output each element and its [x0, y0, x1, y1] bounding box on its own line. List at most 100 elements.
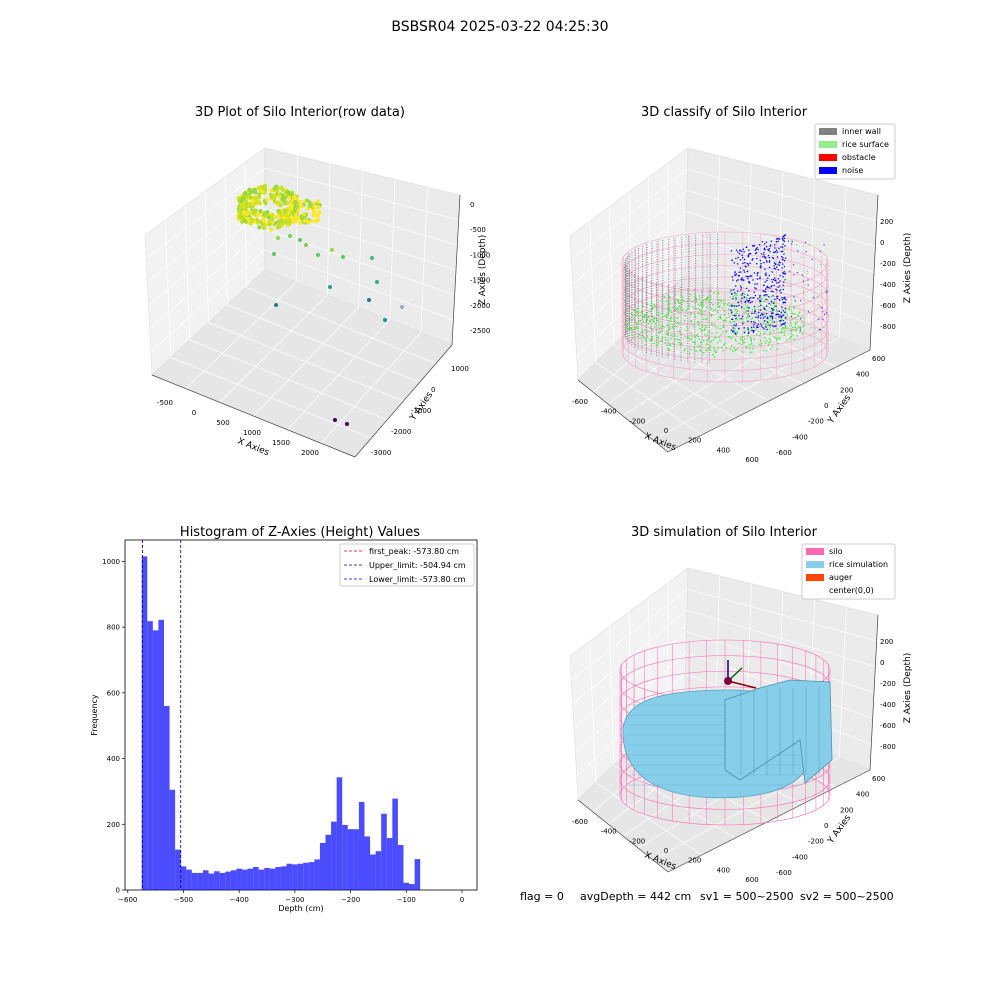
rice-surface-point	[685, 329, 688, 332]
rice-surface-point	[736, 292, 738, 295]
rice-surface-point	[646, 319, 649, 321]
rice-surface-point	[677, 308, 679, 310]
rice-surface-point	[752, 345, 754, 347]
raw-point	[237, 205, 242, 211]
rice-surface-point	[639, 319, 641, 322]
rice-surface-point	[799, 327, 801, 329]
noise-point	[748, 307, 750, 309]
noise-point	[783, 260, 786, 262]
noise-point	[762, 326, 764, 329]
legend-classify: inner wall rice surface obstacle noise	[814, 123, 896, 180]
rice-surface-point	[641, 331, 644, 333]
rice-surface-point	[785, 312, 787, 314]
noise-point	[759, 276, 761, 278]
histogram-y-tick-label: 200	[107, 821, 120, 829]
noise-point	[797, 250, 799, 252]
panel-classify-z-tick-label: -800	[880, 323, 896, 331]
noise-point	[827, 306, 829, 308]
rice-surface-point	[710, 341, 712, 343]
rice-surface-point	[678, 341, 680, 344]
noise-point	[752, 297, 754, 299]
raw-point	[243, 191, 248, 196]
rice-surface-point	[788, 307, 790, 310]
noise-point	[735, 285, 737, 287]
histogram-bar	[152, 630, 159, 890]
rice-surface-point	[709, 345, 712, 348]
noise-point	[749, 275, 752, 277]
rice-surface-point	[776, 310, 779, 313]
rice-surface-point	[794, 330, 796, 332]
noise-point	[775, 288, 777, 290]
noise-point	[731, 311, 733, 313]
legend-histogram: first_peak: -573.80 cm Upper_limit: -504…	[339, 543, 475, 587]
noise-point	[774, 251, 776, 253]
raw-point	[315, 199, 320, 204]
auger-x-axis	[727, 680, 757, 689]
rice-surface-point	[746, 307, 749, 309]
rice-surface-point	[732, 296, 734, 298]
noise-point	[743, 271, 746, 273]
rice-surface-point	[720, 317, 723, 320]
noise-point	[748, 253, 750, 256]
raw-point	[317, 210, 322, 215]
noise-point	[765, 260, 768, 262]
rice-surface-point	[703, 318, 705, 320]
legend-swatch-rice-simulation	[806, 561, 824, 568]
noise-point	[765, 246, 768, 248]
rice-surface-point	[771, 311, 773, 313]
raw-point	[277, 210, 282, 215]
noise-point	[762, 317, 765, 319]
rice-surface-point	[667, 348, 669, 350]
rice-surface-point	[791, 312, 793, 315]
rice-surface-point	[701, 305, 703, 308]
noise-point	[784, 322, 786, 324]
rice-surface-point	[734, 308, 736, 310]
noise-point	[771, 307, 773, 310]
rice-surface-point	[735, 312, 738, 314]
rice-surface-point	[711, 324, 713, 326]
noise-point	[759, 277, 761, 280]
rice-surface-point	[701, 325, 704, 327]
noise-point	[822, 318, 824, 320]
rice-surface-point	[759, 339, 762, 342]
rice-surface-point	[729, 291, 731, 293]
rice-surface-point	[769, 323, 772, 326]
rice-surface-point	[759, 294, 762, 297]
noise-point	[782, 263, 784, 265]
rice-surface-point	[643, 316, 646, 318]
noise-point	[760, 317, 762, 319]
rice-surface-point	[783, 329, 785, 331]
rice-surface-point	[802, 325, 804, 327]
rice-surface-point	[715, 336, 717, 338]
noise-point	[810, 326, 812, 328]
rice-surface-point	[756, 333, 758, 336]
noise-point	[743, 331, 746, 334]
noise-point	[756, 247, 758, 249]
noise-point	[757, 298, 759, 300]
rice-surface-point	[707, 339, 709, 341]
noise-point	[803, 291, 805, 293]
rice-surface-point	[769, 316, 772, 318]
noise-point	[793, 274, 795, 276]
noise-point	[783, 270, 785, 272]
raw-point	[248, 221, 253, 226]
rice-surface-point	[734, 328, 736, 330]
rice-surface-point	[766, 298, 769, 301]
rice-surface-point	[724, 342, 727, 344]
rice-surface-point	[747, 344, 750, 347]
raw-point	[304, 243, 308, 247]
noise-point	[739, 285, 742, 287]
rice-surface-point	[773, 330, 775, 332]
rice-surface-point	[667, 313, 669, 315]
rice-surface-point	[649, 327, 651, 329]
noise-point	[819, 329, 821, 331]
rice-surface-point	[653, 318, 655, 320]
noise-point	[735, 323, 737, 325]
rice-surface-point	[784, 324, 787, 326]
rice-surface-point	[751, 309, 754, 311]
legend-swatch-silo	[806, 548, 824, 555]
noise-point	[748, 249, 750, 251]
noise-point	[760, 265, 762, 267]
rice-surface-point	[687, 336, 689, 338]
